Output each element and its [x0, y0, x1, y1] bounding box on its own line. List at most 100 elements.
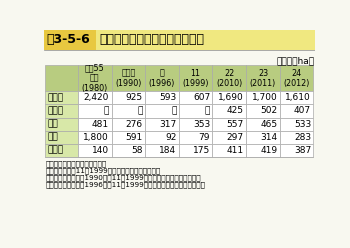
Text: 297: 297 [227, 133, 244, 142]
Text: 353: 353 [193, 120, 210, 128]
Bar [45, 91, 78, 104]
Text: 140: 140 [92, 146, 109, 155]
Text: 1,800: 1,800 [83, 133, 109, 142]
Bar [246, 131, 280, 144]
Bar [145, 91, 179, 104]
Text: 925: 925 [126, 93, 143, 102]
Text: 資料：農林水産省「作物統計」: 資料：農林水産省「作物統計」 [46, 161, 107, 167]
Text: 184: 184 [159, 146, 176, 155]
Text: 591: 591 [126, 133, 143, 142]
Bar [179, 91, 212, 104]
Text: 表3-5-6: 表3-5-6 [47, 33, 91, 46]
Bar [280, 118, 314, 131]
Text: 全国計: 全国計 [48, 93, 64, 102]
Text: 23
(2011): 23 (2011) [250, 68, 276, 88]
Text: 24
(2012): 24 (2012) [284, 68, 310, 88]
Text: 1,700: 1,700 [252, 93, 278, 102]
Text: 58: 58 [131, 146, 143, 155]
Text: 419: 419 [260, 146, 278, 155]
Bar [112, 118, 145, 131]
Text: 注：１）平成11（1999）年産までは主産県調査。: 注：１）平成11（1999）年産までは主産県調査。 [46, 168, 161, 174]
Bar [112, 65, 145, 91]
Bar [145, 118, 179, 131]
Text: 425: 425 [227, 106, 244, 116]
Text: 東北: 東北 [48, 120, 58, 128]
Text: 593: 593 [159, 93, 176, 102]
Text: 1,610: 1,610 [285, 93, 311, 102]
Bar [280, 131, 314, 144]
Bar [246, 104, 280, 118]
Text: ８
(1996): ８ (1996) [149, 68, 175, 88]
Bar [97, 30, 315, 50]
Bar [179, 118, 212, 131]
Bar [78, 131, 112, 144]
Text: 平成２
(1990): 平成２ (1990) [115, 68, 141, 88]
Bar [246, 91, 280, 104]
Bar [212, 91, 246, 104]
Text: 411: 411 [227, 146, 244, 155]
Bar [45, 65, 78, 91]
Bar [45, 104, 78, 118]
Text: 昭和55
年度
(1980): 昭和55 年度 (1980) [82, 63, 108, 93]
Text: 387: 387 [294, 146, 311, 155]
Bar [78, 104, 112, 118]
Text: 407: 407 [294, 106, 311, 116]
Text: （単位：ha）: （単位：ha） [277, 56, 315, 65]
Bar [212, 144, 246, 157]
Bar [179, 65, 212, 91]
Bar [179, 104, 212, 118]
Bar [145, 104, 179, 118]
Text: 276: 276 [126, 120, 143, 128]
Bar [145, 144, 179, 157]
Text: 79: 79 [199, 133, 210, 142]
Bar [246, 144, 280, 157]
Bar [179, 131, 212, 144]
Bar [112, 144, 145, 157]
Text: 465: 465 [260, 120, 278, 128]
Text: 北海道: 北海道 [48, 106, 64, 116]
Bar [44, 30, 97, 50]
Text: 607: 607 [193, 93, 210, 102]
Text: なたねの地域別作付面積の推移: なたねの地域別作付面積の推移 [99, 33, 204, 46]
Text: －: － [104, 106, 109, 116]
Text: －: － [205, 106, 210, 116]
Bar [112, 131, 145, 144]
Text: 92: 92 [165, 133, 176, 142]
Bar [45, 131, 78, 144]
Bar [212, 131, 246, 144]
Text: 314: 314 [260, 133, 278, 142]
Bar [45, 118, 78, 131]
Bar [246, 118, 280, 131]
Text: 502: 502 [260, 106, 278, 116]
Text: －: － [138, 106, 143, 116]
Text: 283: 283 [294, 133, 311, 142]
Text: 平成８（1996）、11（1999）年産の九州は鹿児島県の値。: 平成８（1996）、11（1999）年産の九州は鹿児島県の値。 [46, 182, 206, 188]
Bar [246, 65, 280, 91]
Bar [212, 118, 246, 131]
Bar [45, 144, 78, 157]
Bar [280, 91, 314, 104]
Bar [78, 118, 112, 131]
Bar [78, 91, 112, 104]
Text: －: － [171, 106, 176, 116]
Bar [280, 104, 314, 118]
Bar [179, 144, 212, 157]
Text: 557: 557 [226, 120, 244, 128]
Bar [280, 144, 314, 157]
Bar [112, 104, 145, 118]
Text: 533: 533 [294, 120, 311, 128]
Text: 317: 317 [159, 120, 176, 128]
Text: その他: その他 [48, 146, 64, 155]
Text: 1,690: 1,690 [218, 93, 244, 102]
Bar [212, 104, 246, 118]
Bar [212, 65, 246, 91]
Text: ２）平成２（1990）～11（1999）年産の東北は青森県の値。: ２）平成２（1990）～11（1999）年産の東北は青森県の値。 [46, 175, 202, 181]
Bar [145, 131, 179, 144]
Bar [78, 65, 112, 91]
Text: 22
(2010): 22 (2010) [216, 68, 243, 88]
Text: 175: 175 [193, 146, 210, 155]
Bar [112, 91, 145, 104]
Bar [280, 65, 314, 91]
Text: 481: 481 [92, 120, 109, 128]
Text: 11
(1999): 11 (1999) [182, 68, 209, 88]
